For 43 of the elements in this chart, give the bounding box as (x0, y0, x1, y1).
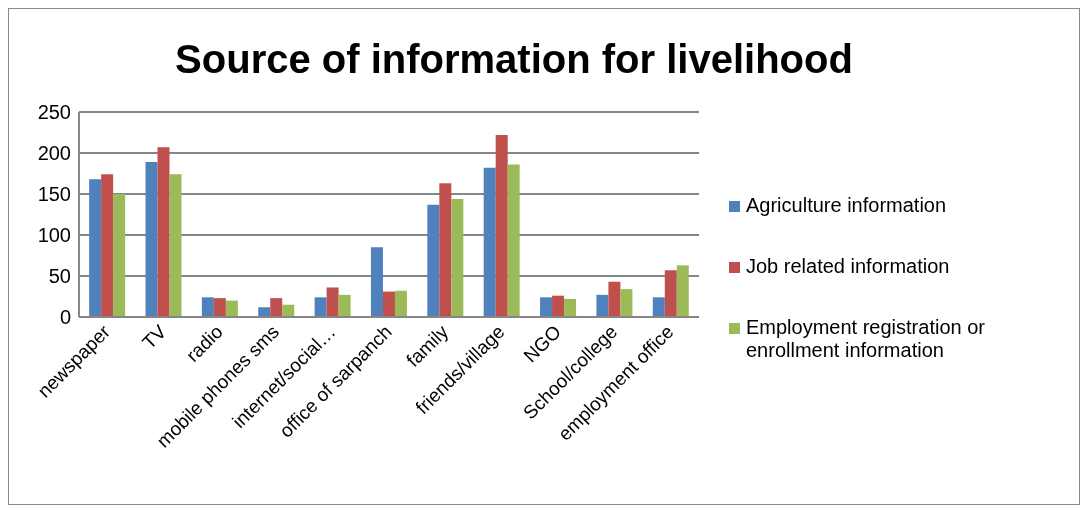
bar (427, 204, 440, 317)
bar (113, 194, 126, 317)
bar (213, 298, 226, 317)
bar (326, 287, 339, 317)
bar (451, 198, 464, 317)
bar (664, 270, 677, 317)
bar (495, 134, 508, 317)
bar (652, 297, 665, 317)
y-tick-label: 50 (48, 265, 71, 288)
bar (270, 298, 283, 317)
bar (608, 281, 621, 317)
bar (157, 147, 170, 317)
legend-label: Agriculture information (746, 194, 947, 217)
x-tick-label: TV (138, 320, 171, 353)
y-tick-label: 250 (37, 101, 71, 124)
y-tick-label: 200 (37, 142, 71, 165)
bar (507, 164, 520, 317)
bar (370, 247, 383, 317)
bar (596, 294, 609, 317)
bar (89, 179, 102, 317)
bar (145, 162, 158, 317)
bar (201, 297, 214, 317)
legend-label: Job related information (746, 255, 950, 278)
bar (101, 174, 114, 317)
bar (382, 291, 395, 317)
y-tick-label: 100 (37, 224, 71, 247)
bar (314, 297, 327, 317)
bar (258, 307, 271, 317)
bar (225, 300, 238, 317)
bar (620, 289, 633, 317)
bar (564, 298, 577, 317)
bar (540, 297, 553, 317)
bar (483, 167, 496, 317)
bar (394, 290, 407, 317)
bar (439, 183, 452, 317)
bar (552, 295, 565, 317)
legend-label: Employment registration or enrollment information (746, 316, 986, 362)
y-tick-label: 0 (59, 306, 71, 329)
bar (169, 174, 182, 317)
chart-title: Source of information for livelihood (174, 37, 854, 83)
bar (676, 265, 689, 317)
y-tick-label: 150 (37, 183, 71, 206)
bar (338, 294, 351, 317)
